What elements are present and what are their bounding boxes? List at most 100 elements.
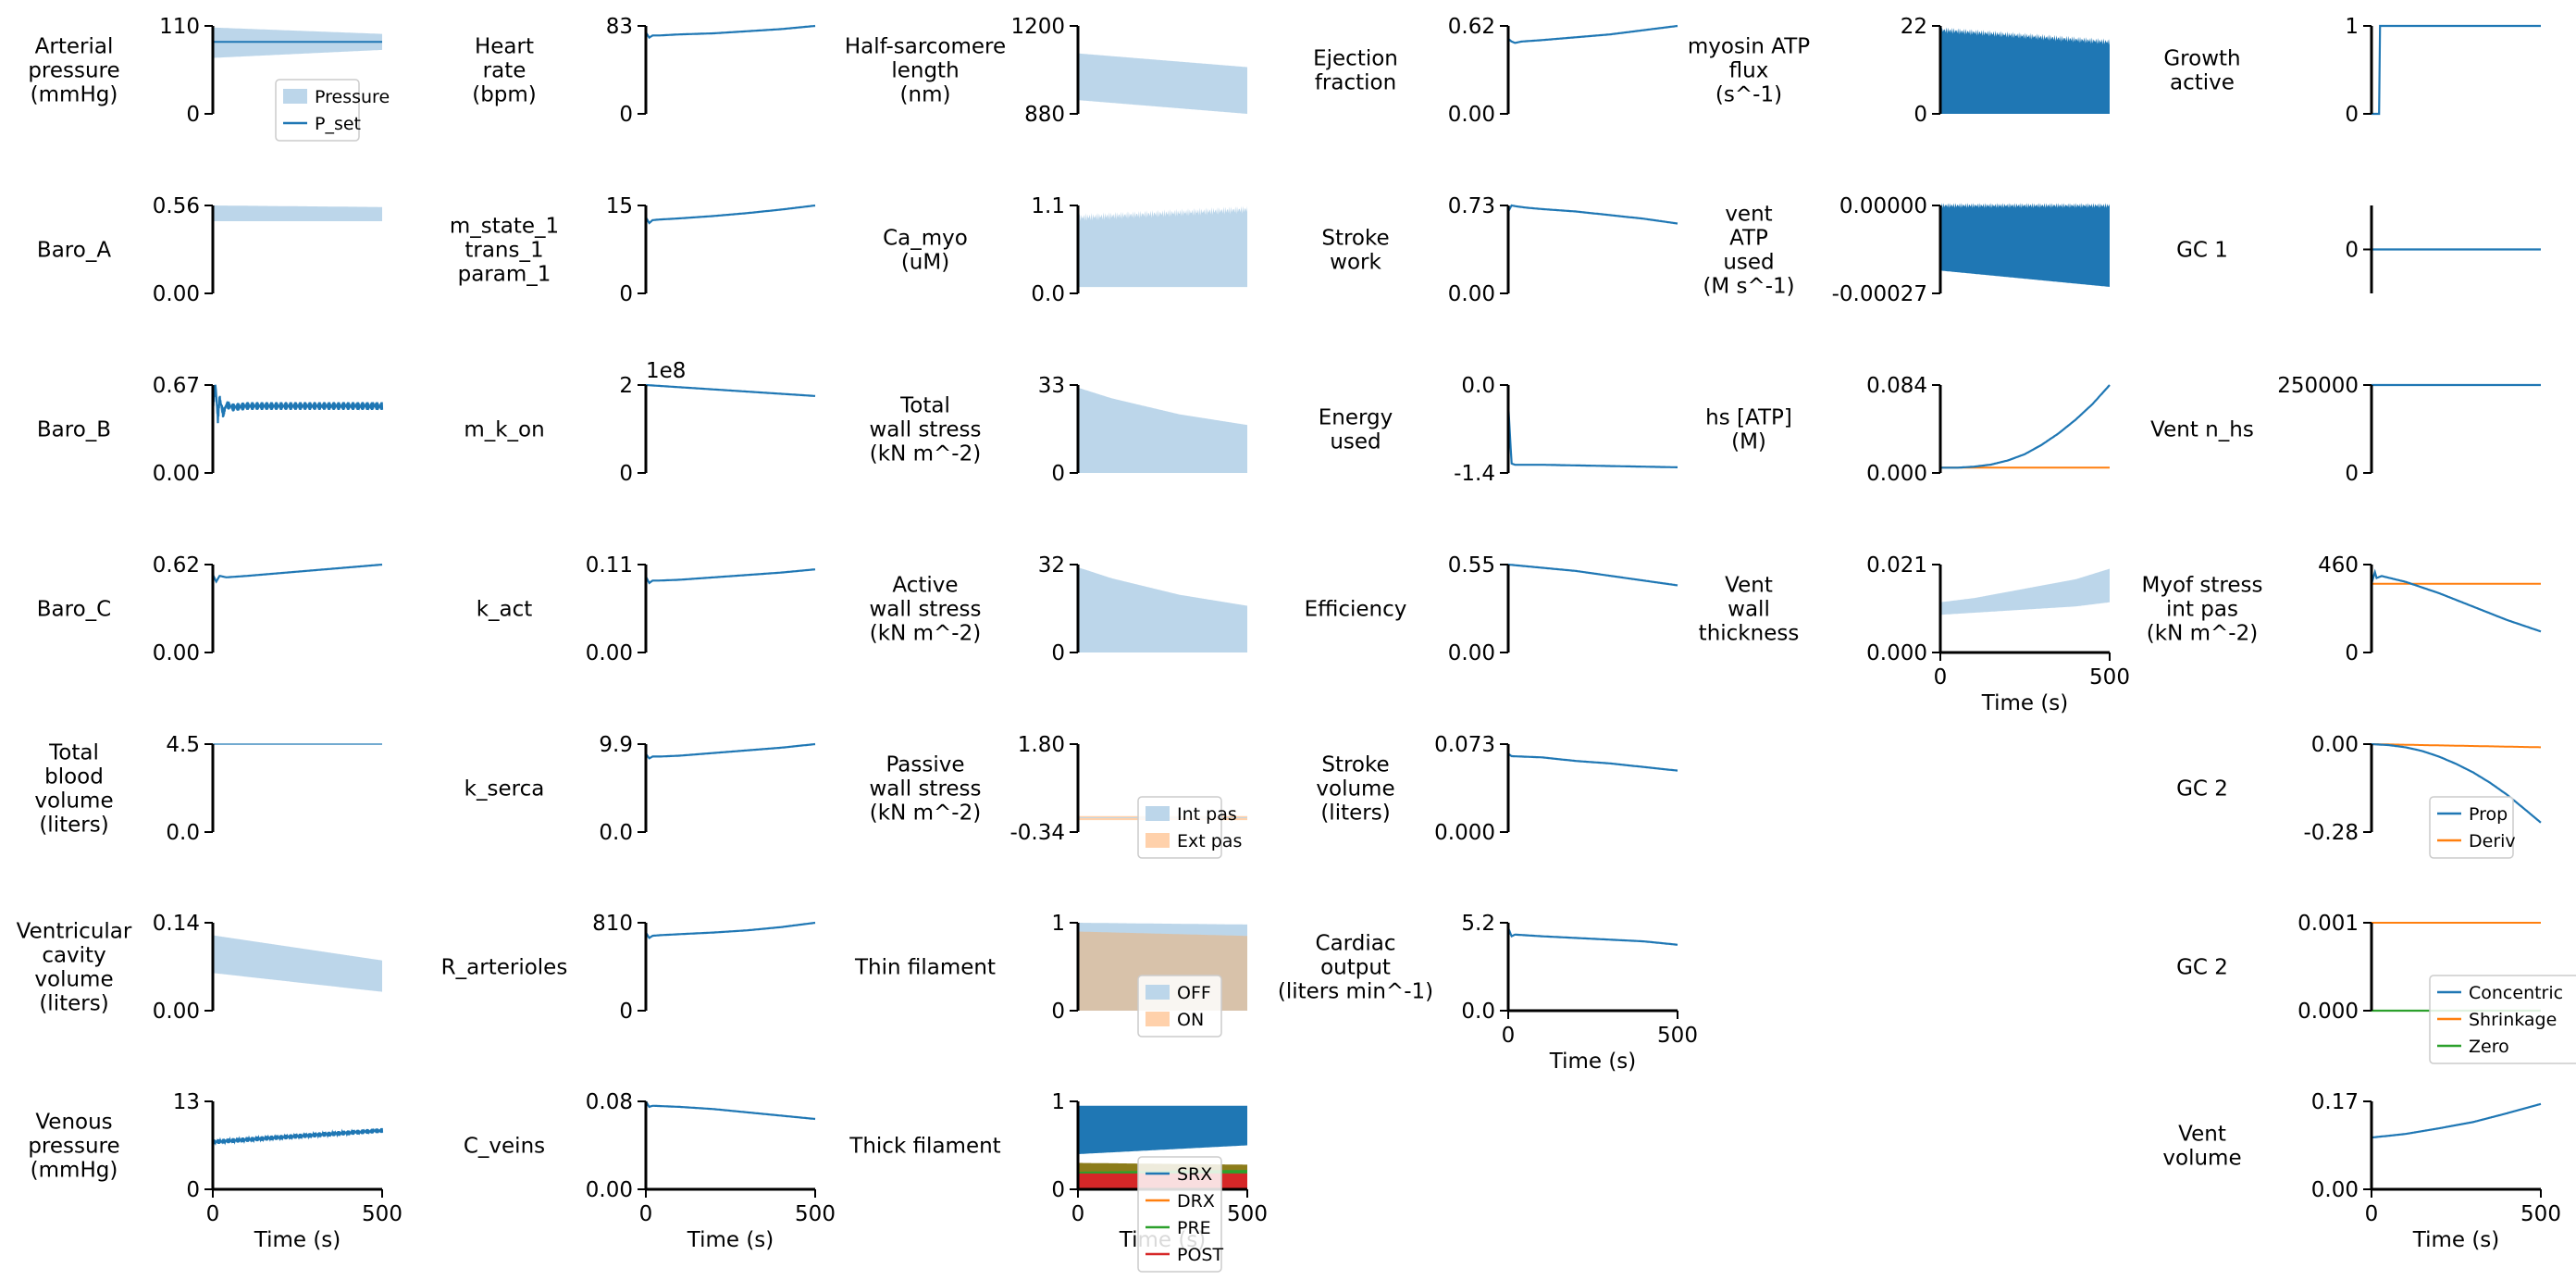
row-label-line: Thick filament (848, 1135, 1000, 1159)
row-label: Growth active (2163, 47, 2240, 95)
series-band (1078, 53, 1247, 115)
y-tick-label: 0.00 (2311, 1178, 2359, 1202)
legend-entry: Int pas (1177, 804, 1237, 825)
y-tick-label: 0.0 (1461, 1000, 1495, 1024)
row-label: C_veins (464, 1135, 545, 1159)
y-tick-label: 0.08 (586, 1090, 633, 1114)
row-label: R_arterioles (441, 956, 568, 980)
subplot-gc_1: GC 1 0 (2176, 205, 2541, 293)
row-label-line: Venous (35, 1111, 112, 1135)
x-tick-label: 0 (1934, 665, 1948, 690)
row-label-line: (s^-1) (1715, 83, 1782, 107)
row-label-line: Ejection (1313, 47, 1398, 71)
row-label-line: C_veins (464, 1135, 545, 1159)
row-label-line: Growth (2163, 47, 2240, 71)
row-label-line: thickness (1699, 622, 1800, 646)
y-tick-label: 0.56 (153, 194, 200, 218)
row-label: hs [ATP] (M) (1705, 406, 1792, 454)
row-label: Arterial pressure (mmHg) (28, 35, 119, 107)
subplot-stroke_work: Stroke work 0.00 0.73 (1321, 194, 1678, 306)
series-band (1078, 387, 1247, 473)
row-label: Baro_A (37, 239, 111, 263)
row-label-line: Thin filament (854, 956, 996, 980)
subplot-vent_wall_thickness: Vent wall thickness 0.000 0.021 0 500 Time (s) (1699, 553, 2130, 715)
series-band (1078, 205, 1247, 288)
y-tick-label: 0.00000 (1839, 194, 1927, 218)
row-label: Efficiency (1305, 598, 1407, 622)
row-label-line: (M s^-1) (1703, 275, 1794, 299)
y-tick-label: 0.00 (586, 1178, 633, 1202)
row-label-line: GC 2 (2176, 956, 2228, 980)
row-label-line: (liters) (1320, 802, 1390, 826)
x-axis-label: Time (s) (687, 1228, 774, 1252)
y-tick-label: 1.80 (1018, 733, 1065, 757)
legend-entry: Prop (2469, 804, 2508, 825)
y-tick-label: 15 (606, 194, 633, 218)
row-label-line: (mmHg) (31, 83, 118, 107)
row-label: Myof stress int pas (kN m^-2) (2141, 574, 2262, 646)
y-tick-label: 0.11 (586, 553, 633, 578)
x-tick-label: 500 (2089, 665, 2130, 690)
y-tick-label: 0.0 (599, 821, 633, 845)
y-tick-label: 1 (1051, 912, 1065, 936)
row-label-line: (kN m^-2) (2147, 622, 2258, 646)
subplot-baro_b: Baro_B 0.00 0.67 (37, 374, 384, 486)
row-label-line: (kN m^-2) (870, 442, 981, 466)
legend-entry: Ext pas (1177, 831, 1242, 851)
subplot-hs_atp: hs [ATP] (M) 0.000 0.084 (1705, 374, 2111, 486)
y-tick-label: 0.00 (153, 462, 200, 486)
row-label: k_serca (464, 777, 545, 802)
row-label-line: Total (48, 741, 99, 765)
y-tick-label: 0.000 (2297, 1000, 2359, 1024)
series-line (1506, 927, 1678, 946)
row-label-line: Arterial (35, 35, 114, 59)
row-label-line: used (1330, 430, 1381, 454)
row-label-line: pressure (28, 1135, 119, 1159)
row-label-line: GC 2 (2176, 777, 2228, 802)
row-label-line: Energy (1319, 406, 1393, 430)
subplot-k_serca: k_serca 0.0 9.9 (464, 733, 816, 845)
row-label-line: int pas (2166, 598, 2238, 622)
y-tick-label: -0.34 (1009, 821, 1065, 845)
x-tick-label: 500 (1657, 1024, 1698, 1048)
subplot-thin_filament: Thin filament 0 1 OFF ON (854, 912, 1247, 1038)
row-label: Stroke volume (liters) (1316, 753, 1394, 826)
row-label: m_k_on (464, 418, 544, 442)
y-tick-label: 0.62 (1448, 15, 1495, 39)
y-tick-label: 0.67 (153, 374, 200, 398)
y-tick-label: 110 (159, 15, 200, 39)
row-label-line: length (891, 59, 959, 83)
row-label-line: Passive (886, 753, 964, 777)
row-label: Total blood volume (liters) (34, 741, 113, 838)
row-label: Ejection fraction (1313, 47, 1398, 95)
subplot-gc_2b: GC 2 0.000 0.001 Concentric Shrinkage Zero (2176, 912, 2576, 1064)
row-label: vent ATP used (M s^-1) (1703, 203, 1794, 299)
row-label-line: blood (44, 765, 104, 789)
row-label: k_act (477, 598, 533, 622)
series-band (1078, 567, 1247, 652)
row-label-line: Heart (475, 35, 534, 59)
row-label-line: Vent (2178, 1123, 2226, 1147)
row-label-line: (liters) (39, 992, 108, 1016)
row-label-line: Ca_myo (883, 227, 968, 251)
y-tick-label: 9.9 (599, 733, 633, 757)
row-label-line: (liters min^-1) (1278, 980, 1433, 1004)
subplot-vent_n_hs: Vent n_hs 0 250000 (2150, 374, 2541, 486)
subplot-stroke_volume: Stroke volume (liters) 0.000 0.073 (1316, 733, 1678, 845)
row-label-line: work (1330, 251, 1381, 275)
legend-entry: Concentric (2469, 983, 2563, 1003)
row-label-line: wall (1728, 598, 1770, 622)
y-tick-label: 0.00 (2311, 733, 2359, 757)
row-label: Baro_B (37, 418, 111, 442)
series-line (1507, 563, 1678, 587)
row-label-line: volume (34, 789, 113, 814)
y-tick-label: 0.000 (1866, 462, 1927, 486)
subplot-m_k_on: m_k_on 0 2 1e8 (464, 359, 816, 486)
y-tick-label: 0.021 (1866, 553, 1927, 578)
y-tick-label: 0.00 (586, 641, 633, 665)
y-tick-label: 0 (1051, 462, 1065, 486)
series-band (1078, 1105, 1247, 1154)
x-tick-label: 500 (362, 1202, 402, 1226)
subplot-m_state_1: m_state_1 trans_1 param_1 0 15 (450, 194, 816, 306)
